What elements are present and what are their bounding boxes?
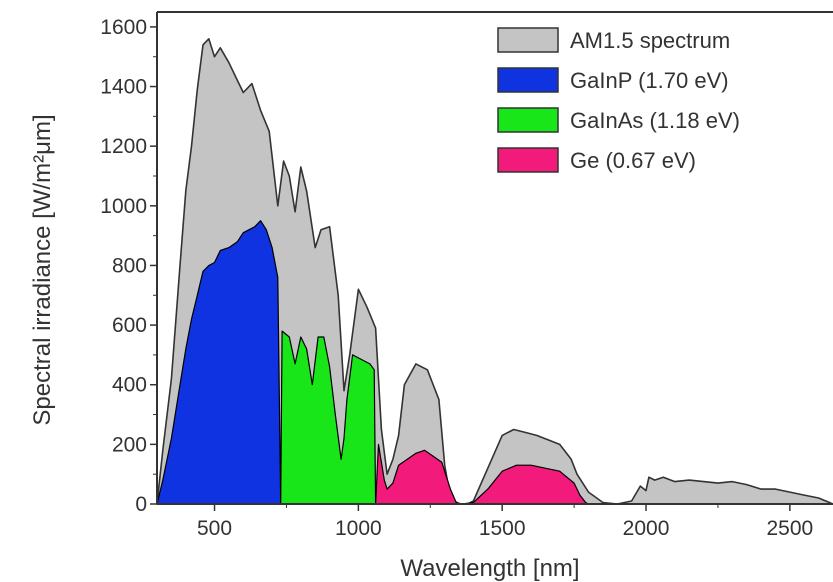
y-tick-label: 1200	[100, 135, 147, 158]
legend-label: AM1.5 spectrum	[570, 28, 730, 53]
x-tick-label: 500	[197, 517, 232, 540]
legend-label: GaInAs (1.18 eV)	[570, 108, 740, 133]
y-tick-label: 0	[135, 493, 147, 516]
y-axis-title: Spectral irradiance [W/m²μm]	[29, 114, 56, 425]
x-tick-label: 2500	[766, 517, 813, 540]
x-tick-label: 1500	[479, 517, 526, 540]
y-tick-label: 1600	[100, 16, 147, 39]
area-series-2	[156, 220, 282, 505]
y-tick-label: 400	[112, 374, 147, 397]
x-axis-title: Wavelength [nm]	[400, 555, 579, 582]
y-tick-label: 1400	[100, 76, 147, 99]
y-tick-label: 800	[112, 254, 147, 277]
legend-label: Ge (0.67 eV)	[570, 148, 696, 173]
legend-swatch	[497, 67, 559, 93]
legend-swatch	[497, 147, 559, 173]
area-series-3	[280, 330, 377, 505]
y-tick-label: 600	[112, 314, 147, 337]
legend-swatch	[497, 107, 559, 133]
y-tick-label: 1000	[100, 195, 147, 218]
y-axis: 0 200 400 600 800 1000 1200 1400 1600	[100, 11, 833, 516]
plot-area	[156, 38, 833, 505]
x-tick-label: 1000	[335, 517, 382, 540]
legend-label: GaInP (1.70 eV)	[570, 68, 729, 93]
y-tick-label: 200	[112, 433, 147, 456]
legend-swatch	[497, 27, 559, 53]
x-tick-label: 2000	[623, 517, 670, 540]
x-axis: 500 1000 1500 2000 2500	[157, 503, 833, 540]
legend: AM1.5 spectrum GaInP (1.70 eV) GaInAs (1.1…	[497, 27, 740, 173]
